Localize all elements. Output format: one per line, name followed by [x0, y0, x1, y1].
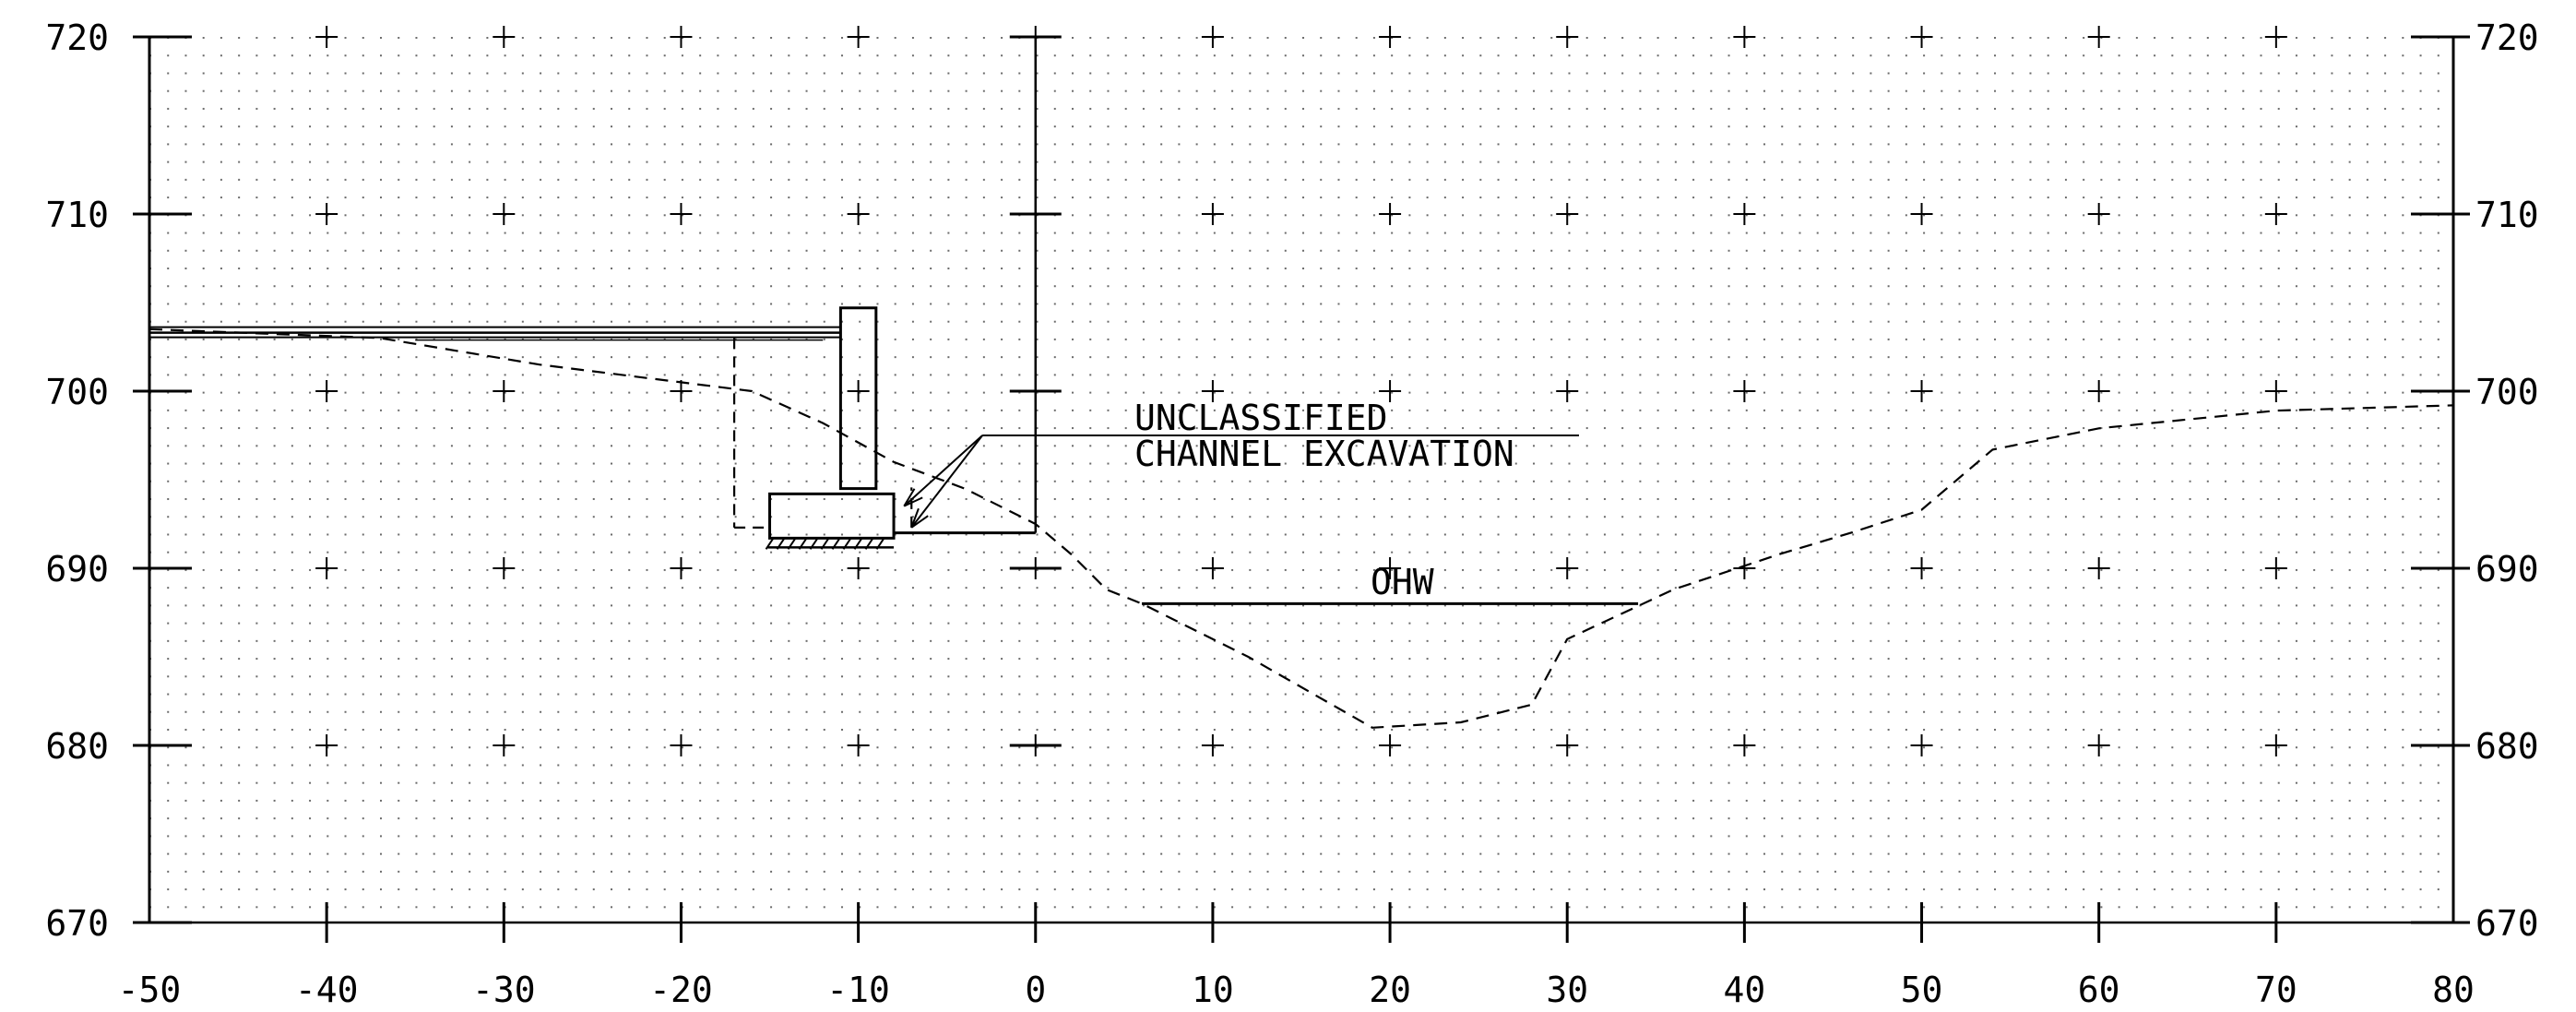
excavation-label-line2: CHANNEL EXCAVATION	[1134, 434, 1514, 474]
x-tick-label: 70	[2255, 970, 2297, 1010]
y-tick-label-right: 690	[2475, 549, 2539, 589]
y-tick-label-right: 720	[2475, 18, 2539, 58]
footing-hatch	[765, 537, 775, 550]
wall-footing	[768, 492, 896, 540]
wall-stem	[838, 306, 878, 491]
plot-area	[149, 37, 2453, 923]
leader-line	[910, 435, 983, 529]
x-axis: -50 -40 -30 -20 -10 0 10 20 30 40 50 60 70 80	[118, 902, 2475, 1010]
leader-arrowhead	[903, 488, 923, 507]
x-tick-label: -20	[649, 970, 713, 1010]
y-tick-label-left: 690	[45, 549, 109, 589]
x-tick-label: -40	[295, 970, 359, 1010]
x-tick-label: 80	[2432, 970, 2475, 1010]
x-tick-label: 0	[1025, 970, 1046, 1010]
excavation-label-line1: UNCLASSIFIED	[1134, 398, 1388, 438]
x-tick-label: 30	[1546, 970, 1588, 1010]
y-tick-label-right: 700	[2475, 372, 2539, 412]
y-tick-label-right: 710	[2475, 195, 2539, 235]
y-tick-label-left: 670	[45, 903, 109, 944]
x-tick-label: 50	[1901, 970, 1943, 1010]
y-axis: 670 670 680 680 690 690 700 700 710 710 720 720	[45, 18, 2538, 944]
x-tick-label: -30	[472, 970, 536, 1010]
x-tick-label: 20	[1369, 970, 1411, 1010]
y-tick-label-right: 670	[2475, 903, 2539, 944]
ohw-label: OHW	[1371, 562, 1434, 602]
x-tick-label: 40	[1724, 970, 1766, 1010]
y-tick-label-left: 720	[45, 18, 109, 58]
x-tick-label: -10	[826, 970, 890, 1010]
annotations: UNCLASSIFIED CHANNEL EXCAVATION OHW	[1134, 398, 1514, 602]
y-tick-label-right: 680	[2475, 726, 2539, 767]
existing-ground-line	[148, 327, 2454, 729]
plot-frame	[148, 37, 2455, 924]
leader-arrowhead	[910, 507, 929, 529]
x-tick-label: 10	[1192, 970, 1234, 1010]
y-tick-label-left: 700	[45, 372, 109, 412]
grid-crosses	[315, 26, 2287, 756]
y-tick-label-left: 680	[45, 726, 109, 767]
leader-line	[903, 435, 983, 507]
x-tick-label: 60	[2078, 970, 2120, 1010]
x-tick-label: -50	[118, 970, 182, 1010]
y-tick-label-left: 710	[45, 195, 109, 235]
